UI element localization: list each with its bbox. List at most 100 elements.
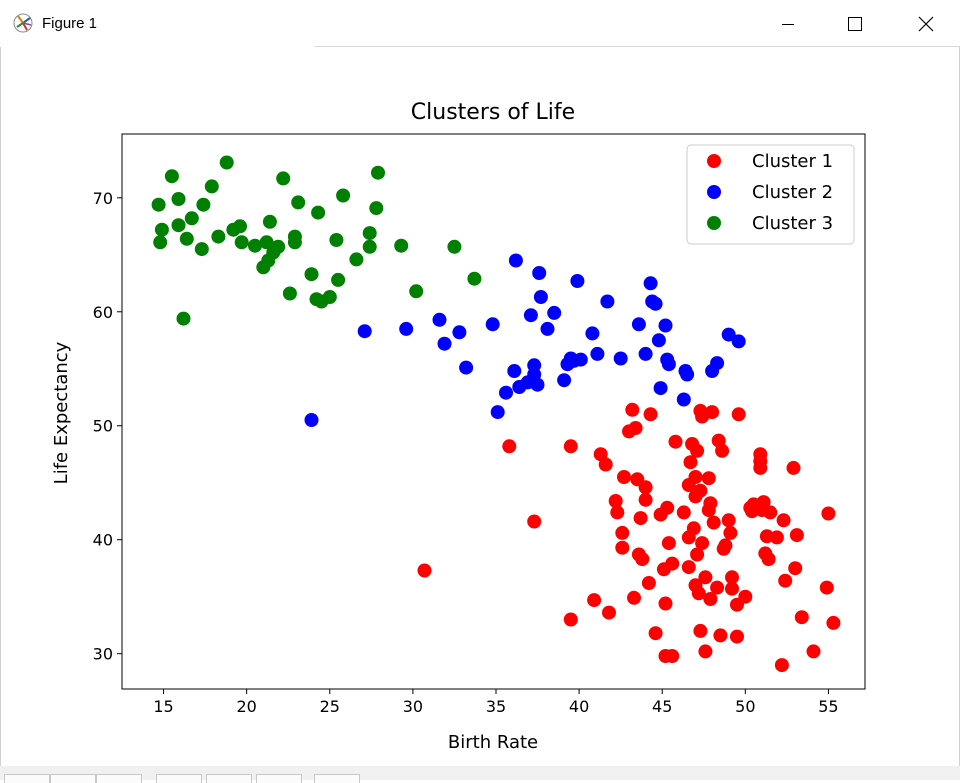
cluster-1-point: [698, 644, 713, 659]
cluster-3-point: [171, 218, 186, 233]
close-icon: [918, 16, 934, 31]
legend: Cluster 1 Cluster 2 Cluster 3: [686, 144, 855, 245]
y-axis-label: Life Expectancy: [51, 341, 72, 484]
cluster-3-point: [233, 219, 247, 234]
cluster-2-point: [540, 321, 555, 336]
legend-label-cluster-1: Cluster 1: [752, 151, 833, 172]
cluster-2-point: [680, 367, 695, 382]
y-tick-label: 40: [93, 531, 113, 550]
cluster-1-point: [725, 570, 739, 585]
cluster-1-point: [761, 552, 776, 567]
cluster-2-point: [613, 351, 628, 366]
toolbar-back-button[interactable]: [50, 774, 96, 783]
cluster-1-point: [686, 521, 701, 536]
cluster-2-point: [573, 352, 588, 367]
cluster-2-point: [710, 356, 725, 371]
cluster-2-point: [731, 334, 746, 349]
cluster-3-point: [234, 235, 249, 250]
toolbar-pan-button[interactable]: [156, 774, 202, 783]
x-axis-label: Birth Rate: [448, 732, 538, 753]
minimize-button[interactable]: [758, 0, 818, 47]
cluster-1-point: [713, 628, 728, 643]
cluster-3-point: [153, 235, 168, 250]
cluster-1-point: [756, 495, 771, 510]
cluster-1-point: [625, 402, 640, 417]
maximize-button[interactable]: [825, 0, 885, 47]
cluster-2-point: [530, 377, 545, 392]
cluster-1-point: [788, 561, 803, 576]
cluster-1-point: [693, 623, 708, 638]
cluster-1-point: [721, 513, 736, 528]
toolbar-save-button[interactable]: [314, 774, 360, 783]
window-titlebar[interactable]: Figure 1: [0, 0, 960, 47]
titlebar-separator: [314, 46, 960, 47]
toolbar-home-button[interactable]: [4, 774, 50, 783]
cluster-3-point: [291, 195, 306, 210]
cluster-1-point: [563, 612, 578, 627]
cluster-3-point: [259, 235, 274, 250]
cluster-1-point: [703, 592, 718, 606]
legend-marker-cluster-1: [707, 154, 721, 168]
toolbar-configure-button[interactable]: [256, 774, 302, 783]
figure-canvas[interactable]: Clusters of Life 15 20 25 30 35 40 45 50 55 30 40…: [0, 47, 960, 766]
cluster-1-point: [502, 439, 517, 454]
cluster-1-point: [665, 649, 680, 663]
x-tick-label: 15: [153, 697, 173, 716]
cluster-1-point: [819, 580, 834, 595]
cluster-2-point: [600, 294, 615, 309]
cluster-2-point: [676, 392, 691, 407]
cluster-2-point: [485, 317, 500, 332]
plot-area-frame: [121, 133, 866, 690]
cluster-3-point: [329, 233, 344, 247]
cluster-3-point: [151, 197, 166, 212]
cluster-1-point: [527, 514, 542, 529]
cluster-1-point: [635, 552, 650, 567]
x-tick-label: 55: [818, 697, 838, 716]
cluster-1-point: [602, 605, 616, 620]
cluster-3-point: [282, 286, 297, 301]
y-tick-label: 70: [93, 189, 113, 208]
cluster-2-point: [533, 290, 548, 304]
cluster-1-point: [661, 536, 676, 551]
toolbar-zoom-button[interactable]: [206, 774, 252, 783]
y-tick-label: 60: [93, 303, 113, 322]
cluster-1-point: [417, 563, 432, 578]
cluster-1-point: [628, 421, 643, 435]
x-tick-label: 20: [236, 697, 256, 716]
cluster-3-point: [336, 188, 351, 203]
cluster-3-point: [276, 171, 291, 186]
x-tick-label: 35: [486, 697, 506, 716]
cluster-3-point: [184, 211, 199, 226]
cluster-1-point: [688, 470, 703, 484]
cluster-1-point: [648, 626, 663, 641]
cluster-3-point: [164, 169, 179, 184]
figure-toolbar: [0, 766, 960, 783]
cluster-3-point: [447, 239, 462, 254]
cluster-1-point: [587, 593, 602, 608]
maximize-icon: [848, 16, 862, 31]
cluster-1-point: [703, 496, 718, 511]
legend-marker-cluster-3: [707, 216, 721, 230]
cluster-1-point: [731, 407, 746, 422]
cluster-3-point: [194, 242, 209, 257]
minimize-icon: [782, 23, 794, 25]
cluster-3-point: [271, 239, 286, 254]
cluster-2-point: [721, 327, 736, 342]
close-button[interactable]: [896, 0, 956, 47]
cluster-2-point: [547, 305, 562, 320]
cluster-3-point: [311, 205, 326, 220]
cluster-2-point: [459, 360, 474, 375]
cluster-2-point: [643, 276, 658, 291]
cluster-1-point: [676, 505, 691, 520]
toolbar-forward-button[interactable]: [96, 774, 142, 783]
cluster-2-point: [508, 253, 523, 268]
cluster-3-point: [211, 229, 226, 244]
cluster-1-point: [794, 610, 809, 625]
cluster-2-point: [399, 321, 414, 336]
cluster-2-point: [638, 346, 653, 361]
cluster-3-point: [467, 271, 482, 286]
cluster-3-point: [349, 252, 364, 267]
window-title: Figure 1: [42, 15, 98, 32]
cluster-3-point: [179, 231, 194, 246]
cluster-1-point: [723, 525, 738, 540]
